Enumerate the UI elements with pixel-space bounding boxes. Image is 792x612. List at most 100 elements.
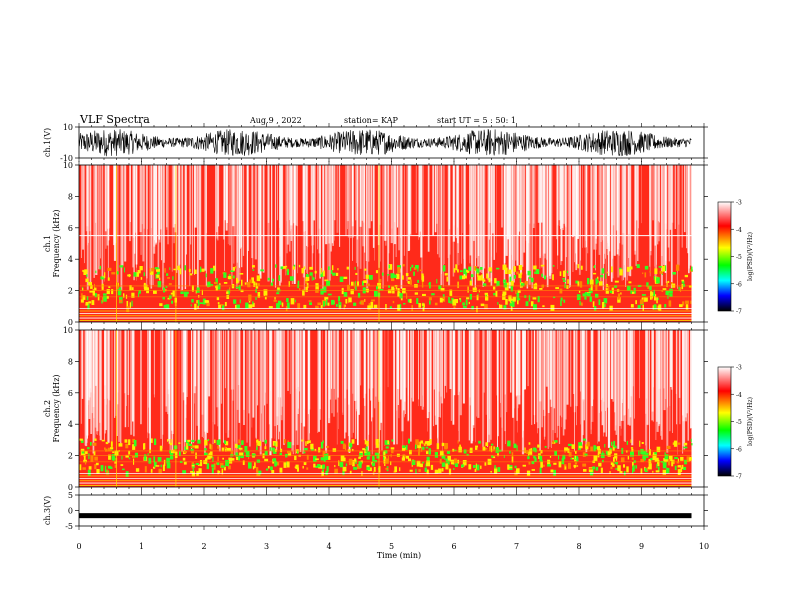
spectrogram-streak xyxy=(182,165,184,290)
spectrogram-band-cell xyxy=(408,438,410,444)
spectrogram-band-cell xyxy=(87,447,90,450)
spectrogram-streak xyxy=(171,330,174,454)
spectrogram-streak xyxy=(257,330,259,406)
spectrogram-streak xyxy=(218,330,220,441)
spectrogram-band-cell xyxy=(86,274,88,277)
spectrogram-band-cell xyxy=(540,264,545,267)
spectrogram-band-cell xyxy=(123,267,125,273)
spectrogram-band-cell xyxy=(466,453,469,456)
spectrogram-band-cell xyxy=(169,450,171,454)
spectrogram-band-cell xyxy=(294,299,296,303)
spectrogram-band-cell xyxy=(493,292,496,296)
spectrogram-band-cell xyxy=(504,267,508,274)
spectrogram-band-cell xyxy=(221,304,225,311)
spectrogram-streak xyxy=(239,330,241,451)
date-label: Aug.9 , 2022 xyxy=(249,116,302,125)
spectrogram-band-cell xyxy=(339,461,344,468)
spectrogram-streak xyxy=(95,330,97,386)
spectrogram-band-cell xyxy=(305,286,308,292)
spectrogram-band-cell xyxy=(528,295,531,302)
spectrogram-band-cell xyxy=(454,299,458,304)
spectrogram-band-cell xyxy=(256,442,258,448)
spectrogram-streak xyxy=(400,165,403,289)
spectrogram-band-cell xyxy=(83,270,88,275)
spectrogram-band-cell xyxy=(364,439,367,445)
spectrogram-band-cell xyxy=(352,460,355,467)
spectrogram-streak xyxy=(446,330,448,393)
spectrogram-band-cell xyxy=(453,306,456,309)
spectrogram-band-cell xyxy=(374,460,378,463)
spectrogram-streak xyxy=(360,330,362,386)
spectrogram-band-cell xyxy=(323,301,325,307)
spectrogram-streak xyxy=(277,330,279,398)
spectrogram-band-cell xyxy=(612,445,615,451)
spectrogram-band-cell xyxy=(189,273,193,276)
spectrogram-band-cell xyxy=(252,269,255,271)
spectrogram-band-cell xyxy=(271,470,275,474)
spectrogram-band-cell xyxy=(273,299,277,302)
spectrogram-band-cell xyxy=(86,296,89,301)
spectrogram-streak xyxy=(619,330,622,427)
spectrogram-streak xyxy=(204,330,207,432)
spectrogram-band-cell xyxy=(472,287,477,292)
spectrogram-band-cell xyxy=(385,441,387,444)
spectrogram-band-cell xyxy=(110,441,113,447)
spectrogram-band-cell xyxy=(109,466,113,469)
spectrogram-band-cell xyxy=(577,264,580,269)
spectrogram-band-cell xyxy=(490,471,492,473)
spectrogram-band-cell xyxy=(154,461,156,468)
spectrogram-streak xyxy=(348,330,351,453)
spectrogram-streak xyxy=(607,165,610,243)
spectrogram-band-cell xyxy=(654,457,659,462)
spectrogram-streak xyxy=(516,330,518,397)
spectrogram-band-cell xyxy=(602,302,605,309)
spectrogram-streak xyxy=(489,165,491,223)
spectrogram-streak xyxy=(281,165,284,268)
spectrogram-streak xyxy=(470,330,473,444)
spectrogram-band-cell xyxy=(664,454,669,460)
spectrogram-streak xyxy=(249,330,251,447)
spectrogram-streak xyxy=(336,330,338,445)
spectrogram-band-cell xyxy=(463,449,467,454)
spectrogram-streak xyxy=(108,330,111,401)
spectrogram-band-cell xyxy=(342,466,347,472)
spectrogram-band-cell xyxy=(253,281,256,287)
spectrogram-band-cell xyxy=(162,464,165,471)
spectrogram-streak xyxy=(185,330,187,418)
spectrogram-band-cell xyxy=(306,283,309,289)
spectrogram-band-cell xyxy=(94,456,98,461)
spectrogram-streak xyxy=(295,330,297,389)
x-tick-label: 0 xyxy=(76,542,81,551)
y-axis-label: Frequency (kHz) xyxy=(52,209,61,277)
spectrogram-streak xyxy=(279,165,281,286)
spectrogram-streak xyxy=(90,330,93,434)
spectrogram-streak xyxy=(487,330,489,447)
spectrogram-streak xyxy=(167,330,170,395)
spectrogram-streak xyxy=(688,165,690,269)
spectrogram-band-cell xyxy=(235,452,239,457)
spectrogram-streak xyxy=(392,165,395,278)
y-axis-label: ch.1(V) xyxy=(43,128,52,157)
spectrogram-band-cell xyxy=(99,265,101,270)
spectrogram-streak xyxy=(347,165,349,238)
spectrogram-band-cell xyxy=(165,286,168,288)
spectrogram-streak xyxy=(204,165,207,271)
spectrogram-band-cell xyxy=(367,305,372,310)
spectrogram-band-cell xyxy=(219,283,221,285)
spectrogram-band-cell xyxy=(170,449,175,454)
spectrogram-streak xyxy=(484,165,486,269)
spectrogram-band-cell xyxy=(112,451,115,453)
spectrogram-band-cell xyxy=(126,306,130,313)
spectrogram-band-cell xyxy=(182,470,187,475)
x-tick-label: 6 xyxy=(451,542,456,551)
spectrogram-band-cell xyxy=(283,462,287,468)
spectrogram-band-cell xyxy=(287,450,291,454)
spectrogram-band-cell xyxy=(105,295,109,299)
spectrogram-band-cell xyxy=(286,454,289,457)
spectrogram-band-cell xyxy=(641,294,646,296)
spectrogram-band-cell xyxy=(354,458,357,463)
spectrogram-band-cell xyxy=(453,458,457,464)
spectrogram-streak xyxy=(218,165,220,227)
spectrogram-streak xyxy=(447,165,449,259)
spectrogram-streak xyxy=(101,165,104,288)
